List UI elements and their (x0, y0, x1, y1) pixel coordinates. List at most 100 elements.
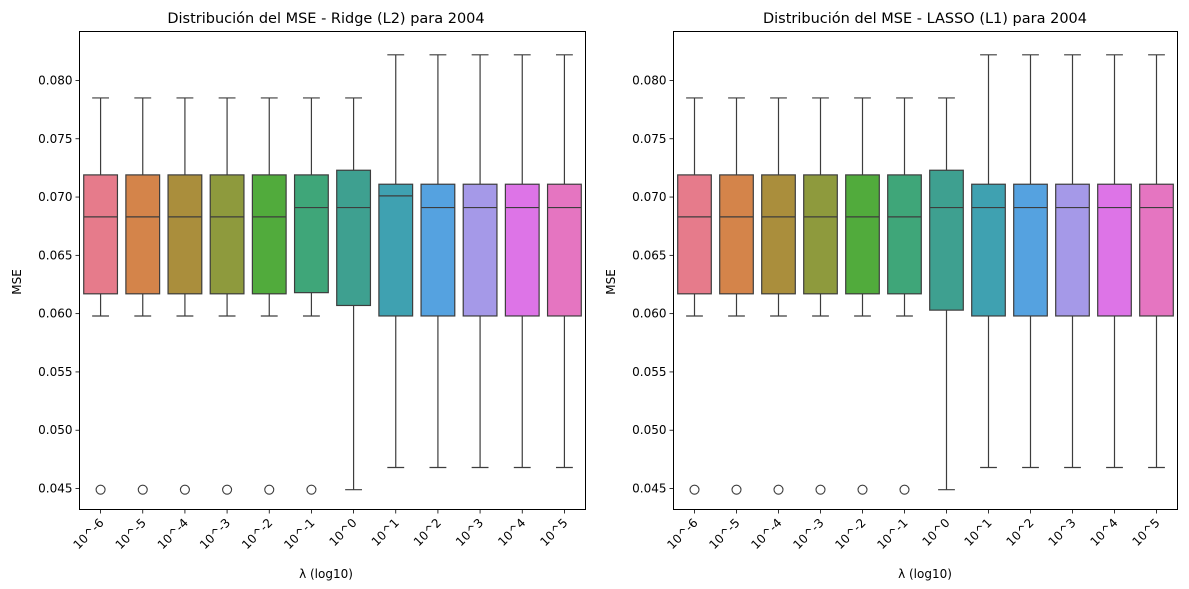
ridge-x-tick-label: 10^-6 (70, 516, 106, 552)
ridge-x-tick-label: 10^4 (495, 516, 528, 549)
lasso-y-tick-label: 0.080 (632, 73, 666, 87)
lasso-y-tick-label: 0.050 (632, 423, 666, 437)
lasso-x-axis-label: λ (log10) (898, 567, 952, 581)
lasso-box-10^-5 (719, 97, 754, 495)
lasso-box-10^4 (1097, 54, 1132, 469)
ridge-box-10^0 (336, 97, 372, 491)
lasso-y-tick-label: 0.045 (632, 482, 666, 496)
iqr-box (1055, 183, 1090, 317)
ridge-box-10^2 (420, 54, 456, 469)
iqr-box (845, 174, 880, 295)
ridge-box-10^-2 (251, 97, 287, 495)
lasso-box-10^3 (1055, 54, 1090, 469)
iqr-box (929, 169, 964, 311)
ridge-y-tick-label: 0.050 (38, 423, 72, 437)
lasso-chart-title: Distribución del MSE - LASSO (L1) para 2… (763, 11, 1087, 27)
ridge-box-10^-4 (167, 97, 203, 495)
iqr-box (83, 174, 119, 295)
ridge-box-10^5 (546, 54, 582, 469)
lasso-x-tick-label: 10^3 (1045, 516, 1078, 549)
ridge-y-tick-label: 0.070 (38, 190, 72, 204)
lasso-y-tick-label: 0.070 (632, 190, 666, 204)
ridge-x-tick-label: 10^-5 (113, 516, 149, 552)
ridge-y-ticks: 0.045 0.050 0.055 0.060 0.065 0.070 0.075 0.080 (38, 73, 80, 496)
ridge-box-10^-6 (83, 97, 119, 495)
ridge-box-10^-5 (125, 97, 161, 495)
lasso-x-tick-label: 10^1 (961, 516, 994, 549)
ridge-x-tick-label: 10^-2 (239, 516, 275, 552)
lasso-x-tick-label: 10^-3 (790, 516, 826, 552)
ridge-x-tick-label: 10^1 (369, 516, 402, 549)
iqr-box (420, 183, 456, 317)
lasso-box-10^0 (929, 97, 964, 491)
lasso-y-tick-label: 0.060 (632, 307, 666, 321)
outlier-point (815, 484, 826, 495)
lasso-box-10^-1 (887, 97, 922, 495)
ridge-box-10^-3 (209, 97, 245, 495)
outlier-point (137, 484, 148, 495)
iqr-box (1139, 183, 1174, 317)
lasso-box-10^-2 (845, 97, 880, 495)
iqr-box (125, 174, 161, 295)
outlier-point (689, 484, 700, 495)
iqr-box (1097, 183, 1132, 317)
lasso-x-ticks: 10^-6 10^-5 10^-4 10^-3 10^-2 10^-1 10^0 10^1 10… (664, 509, 1163, 552)
iqr-box (677, 174, 712, 295)
iqr-box (504, 183, 540, 317)
lasso-y-tick-label: 0.065 (632, 248, 666, 262)
iqr-box (167, 174, 203, 295)
lasso-x-tick-label: 10^-6 (664, 516, 700, 552)
lasso-box-10^-3 (803, 97, 838, 495)
ridge-x-tick-label: 10^2 (411, 516, 444, 549)
ridge-box-10^4 (504, 54, 540, 469)
iqr-box (546, 183, 582, 317)
iqr-box (803, 174, 838, 295)
outlier-point (773, 484, 784, 495)
lasso-box-10^5 (1139, 54, 1174, 469)
ridge-x-tick-label: 10^3 (453, 516, 486, 549)
ridge-y-tick-label: 0.080 (38, 73, 72, 87)
iqr-box (1013, 183, 1048, 317)
lasso-y-axis-label: MSE (604, 269, 618, 295)
iqr-box (378, 183, 414, 317)
ridge-x-ticks: 10^-6 10^-5 10^-4 10^-3 10^-2 10^-1 10^0 10^1 10… (70, 509, 571, 552)
outlier-point (222, 484, 233, 495)
lasso-y-tick-label: 0.055 (632, 365, 666, 379)
lasso-x-tick-label: 10^-2 (832, 516, 868, 552)
iqr-box (251, 174, 287, 295)
lasso-box-10^-4 (761, 97, 796, 495)
outlier-point (264, 484, 275, 495)
iqr-box (761, 174, 796, 295)
outlier-point (731, 484, 742, 495)
ridge-plot-frame (79, 31, 586, 510)
lasso-y-tick-label: 0.075 (632, 132, 666, 146)
lasso-chart-panel: Distribución del MSE - LASSO (L1) para 2… (604, 11, 1178, 581)
ridge-x-tick-label: 10^-1 (281, 516, 317, 552)
iqr-box (462, 183, 498, 317)
ridge-y-tick-label: 0.060 (38, 307, 72, 321)
outlier-point (179, 484, 190, 495)
ridge-x-axis-label: λ (log10) (299, 567, 353, 581)
lasso-box-10^2 (1013, 54, 1048, 469)
ridge-y-axis-label: MSE (10, 269, 24, 295)
ridge-x-tick-label: 10^5 (537, 516, 570, 549)
lasso-boxes (677, 54, 1174, 495)
ridge-y-tick-label: 0.055 (38, 365, 72, 379)
ridge-x-tick-label: 10^-3 (197, 516, 233, 552)
iqr-box (336, 169, 372, 307)
ridge-x-tick-label: 10^0 (326, 516, 359, 549)
lasso-x-tick-label: 10^4 (1087, 516, 1120, 549)
iqr-box (293, 174, 329, 294)
ridge-chart-panel: Distribución del MSE - Ridge (L2) para 2… (10, 11, 586, 581)
iqr-box (719, 174, 754, 295)
ridge-x-tick-label: 10^-4 (155, 516, 191, 552)
lasso-box-10^-6 (677, 97, 712, 495)
ridge-chart-title: Distribución del MSE - Ridge (L2) para 2… (167, 11, 484, 27)
lasso-x-tick-label: 10^-1 (874, 516, 910, 552)
ridge-boxes (83, 54, 582, 495)
ridge-y-tick-label: 0.065 (38, 248, 72, 262)
ridge-y-tick-label: 0.075 (38, 132, 72, 146)
iqr-box (887, 174, 922, 295)
iqr-box (971, 183, 1006, 317)
